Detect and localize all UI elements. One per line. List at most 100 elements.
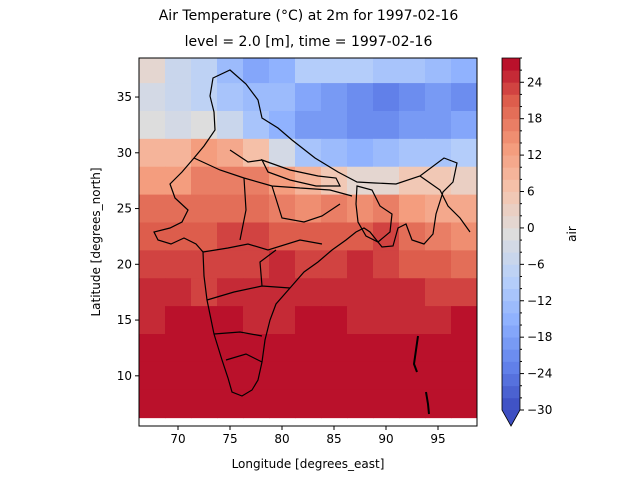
andaman-islands <box>412 335 430 415</box>
colorbar-tick-label: −18 <box>527 330 552 344</box>
heatmap-cell <box>269 58 296 84</box>
heatmap-cell <box>399 222 426 251</box>
heatmap-cell <box>191 278 218 307</box>
heatmap-cell <box>243 278 270 307</box>
heatmap-cell <box>425 110 452 140</box>
heatmap-cell <box>347 278 374 307</box>
heatmap-cell <box>165 58 192 84</box>
heatmap-cell <box>269 389 296 419</box>
heatmap-cell <box>139 166 166 196</box>
heatmap-cell <box>399 306 426 335</box>
heatmap-cell <box>451 250 478 279</box>
colorbar-segment <box>502 179 520 192</box>
heatmap-cell <box>269 334 296 363</box>
heatmap-cell <box>295 166 322 196</box>
colorbar-segment <box>502 288 520 302</box>
colorbar-tick-label: 0 <box>527 221 535 235</box>
colorbar-segment <box>502 337 520 350</box>
heatmap-cell <box>451 194 478 223</box>
heatmap-cell <box>373 361 400 391</box>
heatmap-cell <box>347 166 374 196</box>
colorbar-segment <box>502 276 520 290</box>
heatmap-cell <box>191 194 218 223</box>
heatmap-cell <box>243 58 270 84</box>
heatmap-cell <box>399 194 426 223</box>
heatmap-cell <box>321 83 348 112</box>
colorbar-segment <box>502 361 520 374</box>
colorbar: −30 −24 −18 −12 −6 0 6 12 18 24 <box>501 57 552 427</box>
colorbar-segment <box>502 191 520 205</box>
heatmap-cell <box>347 361 374 391</box>
india-border <box>153 69 458 397</box>
heatmap-cell <box>321 222 348 251</box>
y-tick-label: 25 <box>117 202 132 216</box>
heatmap-cell <box>139 389 166 419</box>
heatmap-cell <box>321 389 348 419</box>
colorbar-segment <box>502 106 520 120</box>
heatmap-cell <box>425 306 452 335</box>
heatmap-cell <box>295 389 322 419</box>
heatmap-cell <box>295 222 322 251</box>
chart-title: Air Temperature (°C) at 2m for 1997-02-1… <box>158 8 459 24</box>
heatmap-cell <box>243 110 270 140</box>
heatmap-cell <box>373 83 400 112</box>
heatmap-cell <box>373 389 400 419</box>
x-axis-label: Longitude [degrees_east] <box>232 457 385 471</box>
heatmap-cell <box>191 110 218 140</box>
heatmap-cell <box>321 58 348 84</box>
heatmap-cell <box>165 306 192 335</box>
heatmap-cell <box>217 166 244 196</box>
heatmap-cell <box>269 361 296 391</box>
heatmap-cell <box>269 138 296 168</box>
heatmap-cell <box>321 306 348 335</box>
heatmap-cell <box>451 361 478 391</box>
colorbar-segment <box>502 312 520 326</box>
heatmap-cell <box>399 110 426 140</box>
heatmap-cell <box>373 194 400 223</box>
heatmap-cell <box>451 306 478 335</box>
colorbar-tick-label: −30 <box>527 403 552 417</box>
x-tick-label: 95 <box>430 432 445 446</box>
colorbar-segment <box>502 94 520 107</box>
x-tick-label: 85 <box>326 432 341 446</box>
heatmap-cell <box>295 361 322 391</box>
heatmap-cell <box>165 389 192 419</box>
colorbar-tick-label: 18 <box>527 112 542 126</box>
colorbar-segment <box>502 252 520 265</box>
heatmap-cell <box>139 194 166 223</box>
y-axis: 10 15 20 25 30 35 <box>117 90 139 383</box>
heatmap-cell <box>269 194 296 223</box>
colorbar-segment <box>502 118 520 132</box>
heatmap-cell <box>295 110 322 140</box>
heatmap-cell <box>217 83 244 112</box>
colorbar-segment <box>502 155 520 168</box>
heatmap-cell <box>347 83 374 112</box>
x-tick-label: 80 <box>274 432 289 446</box>
colorbar-segment <box>502 130 520 144</box>
heatmap-cell <box>165 278 192 307</box>
x-tick-label: 70 <box>170 432 185 446</box>
heatmap-cell <box>243 389 270 419</box>
heatmap-cell <box>425 83 452 112</box>
heatmap-cell <box>269 278 296 307</box>
colorbar-segment <box>502 215 520 229</box>
heatmap-cell <box>451 58 478 84</box>
heatmap-cell <box>243 306 270 335</box>
colorbar-segment <box>502 82 520 95</box>
heatmap-cell <box>321 250 348 279</box>
heatmap-cells <box>139 58 478 419</box>
heatmap-cell <box>217 110 244 140</box>
heatmap-cell <box>269 222 296 251</box>
heatmap-cell <box>139 58 166 84</box>
heatmap-cell <box>165 361 192 391</box>
colorbar-segment <box>502 142 520 156</box>
heatmap-cell <box>451 110 478 140</box>
colorbar-segment <box>502 264 520 277</box>
heatmap-cell <box>451 138 478 168</box>
colorbar-extend-arrow <box>502 410 520 426</box>
colorbar-segment <box>502 349 520 362</box>
heatmap-cell <box>373 334 400 363</box>
heatmap-cell <box>425 250 452 279</box>
heatmap-cell <box>243 194 270 223</box>
